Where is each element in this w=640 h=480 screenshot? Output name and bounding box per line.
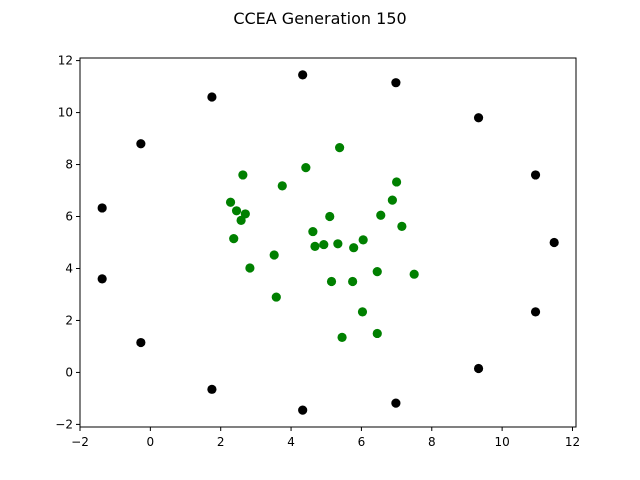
data-point <box>358 235 368 245</box>
data-point <box>229 234 239 244</box>
data-point <box>333 239 343 249</box>
data-point <box>325 211 335 222</box>
data-point <box>245 263 255 273</box>
data-point <box>357 307 368 317</box>
chart-title: CCEA Generation 150 <box>233 9 406 28</box>
data-point <box>372 328 382 339</box>
data-point <box>269 250 279 260</box>
data-point <box>301 163 311 173</box>
y-tick-label: 4 <box>65 261 73 275</box>
y-tick-label: 0 <box>65 365 73 379</box>
data-point <box>530 307 541 317</box>
data-point <box>298 70 308 80</box>
x-tick-label: 8 <box>428 435 436 449</box>
y-axis-ticks: −2 0 2 4 6 8 10 12 <box>55 54 80 431</box>
data-point <box>207 92 217 102</box>
data-point <box>387 195 397 205</box>
y-tick-label: 12 <box>58 54 73 68</box>
data-point <box>231 206 242 216</box>
data-point <box>549 237 559 248</box>
x-tick-label: −2 <box>71 435 89 449</box>
y-tick-label: −2 <box>55 417 73 431</box>
x-tick-label: 10 <box>494 435 509 449</box>
data-point <box>337 332 347 342</box>
x-axis-ticks: −2 0 2 4 6 8 10 12 <box>71 427 580 449</box>
data-point <box>207 384 217 394</box>
data-point <box>298 405 308 415</box>
data-point <box>277 181 287 191</box>
data-point <box>310 241 320 251</box>
data-point <box>240 209 250 219</box>
y-tick-label: 8 <box>65 158 73 172</box>
data-point <box>97 274 107 284</box>
data-point <box>391 177 402 187</box>
data-point <box>319 239 329 250</box>
data-point <box>530 170 541 180</box>
data-point <box>236 215 246 226</box>
x-tick-label: 12 <box>565 435 580 449</box>
data-point <box>372 267 382 277</box>
y-tick-label: 10 <box>58 106 73 120</box>
data-point <box>391 78 401 88</box>
x-tick-label: 4 <box>287 435 295 449</box>
data-point <box>335 143 345 153</box>
data-point <box>136 337 146 348</box>
y-tick-label: 6 <box>65 210 73 224</box>
data-point <box>136 139 146 149</box>
data-point <box>271 292 281 302</box>
data-point <box>376 210 386 220</box>
data-point <box>97 203 107 213</box>
data-point <box>238 170 248 180</box>
data-points <box>97 70 559 415</box>
data-point <box>225 197 236 207</box>
x-tick-label: 2 <box>217 435 225 449</box>
data-point <box>326 276 337 287</box>
data-point <box>473 363 484 374</box>
data-point <box>409 269 419 279</box>
data-point <box>349 243 359 253</box>
y-tick-label: 2 <box>65 313 73 327</box>
data-point <box>308 226 318 237</box>
x-tick-label: 0 <box>147 435 155 449</box>
data-point <box>397 221 407 231</box>
data-point <box>391 398 401 408</box>
data-point <box>348 276 358 287</box>
data-point <box>473 113 484 123</box>
x-tick-label: 6 <box>358 435 366 449</box>
plot-frame <box>79 57 577 428</box>
